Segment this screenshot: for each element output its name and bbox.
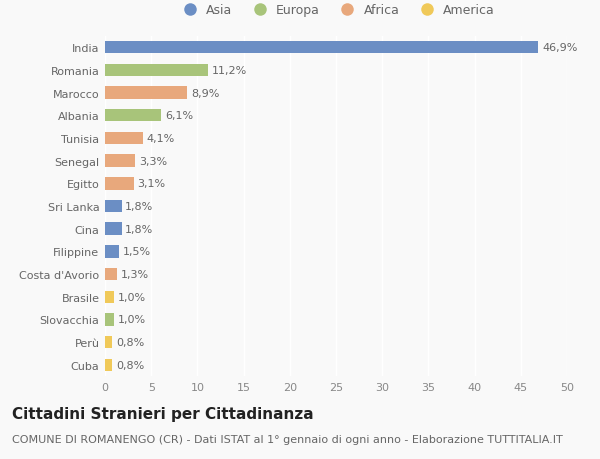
Text: 1,0%: 1,0%: [118, 315, 146, 325]
Text: 3,3%: 3,3%: [139, 156, 167, 166]
Bar: [105, 359, 112, 371]
Text: 1,8%: 1,8%: [125, 224, 154, 234]
Text: Cittadini Stranieri per Cittadinanza: Cittadini Stranieri per Cittadinanza: [12, 406, 314, 421]
Bar: [105, 268, 117, 281]
Text: 1,3%: 1,3%: [121, 269, 149, 280]
Bar: [105, 155, 136, 168]
Text: 8,9%: 8,9%: [191, 88, 220, 98]
Text: 1,5%: 1,5%: [122, 247, 151, 257]
Text: 0,8%: 0,8%: [116, 360, 145, 370]
Text: 0,8%: 0,8%: [116, 337, 145, 347]
Bar: [105, 223, 122, 235]
Text: 1,0%: 1,0%: [118, 292, 146, 302]
Text: 46,9%: 46,9%: [542, 43, 577, 53]
Text: 6,1%: 6,1%: [165, 111, 193, 121]
Bar: [105, 64, 208, 77]
Text: 3,1%: 3,1%: [137, 179, 166, 189]
Bar: [105, 200, 122, 213]
Bar: [105, 42, 538, 54]
Text: 1,8%: 1,8%: [125, 202, 154, 212]
Bar: [105, 313, 114, 326]
Bar: [105, 336, 112, 349]
Bar: [105, 87, 187, 100]
Legend: Asia, Europa, Africa, America: Asia, Europa, Africa, America: [177, 4, 495, 17]
Bar: [105, 291, 114, 303]
Bar: [105, 178, 134, 190]
Bar: [105, 246, 119, 258]
Text: COMUNE DI ROMANENGO (CR) - Dati ISTAT al 1° gennaio di ogni anno - Elaborazione : COMUNE DI ROMANENGO (CR) - Dati ISTAT al…: [12, 434, 563, 444]
Text: 11,2%: 11,2%: [212, 66, 247, 76]
Text: 4,1%: 4,1%: [146, 134, 175, 144]
Bar: [105, 110, 161, 122]
Bar: [105, 132, 143, 145]
